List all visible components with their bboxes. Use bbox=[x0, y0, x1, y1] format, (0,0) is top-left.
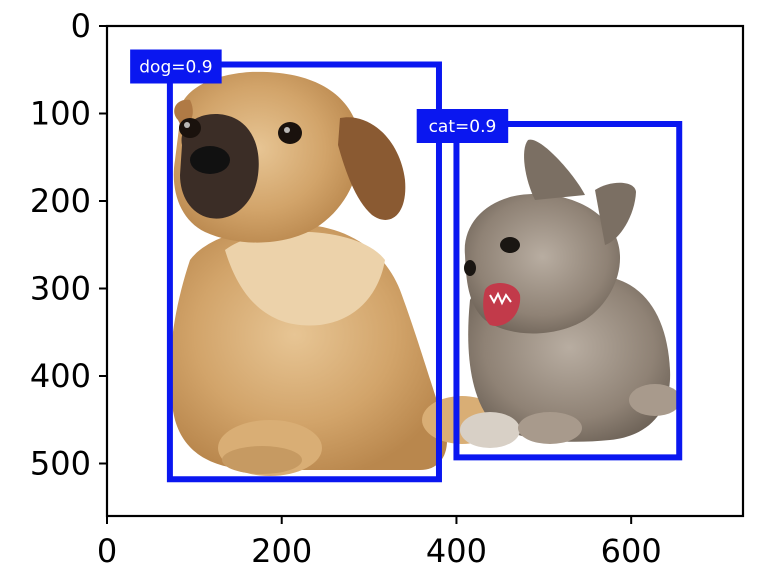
cat-box-label: cat=0.9 bbox=[429, 117, 497, 137]
cat-box bbox=[453, 121, 683, 461]
y-tick-label: 500 bbox=[30, 445, 91, 483]
y-tick-label: 300 bbox=[30, 270, 91, 308]
y-tick-label: 200 bbox=[30, 182, 91, 220]
axis-ticks: 0 200 400 600 0 100 200 300 400 500 bbox=[30, 7, 662, 570]
photo bbox=[107, 26, 743, 516]
cat-box-label-background bbox=[416, 109, 509, 143]
dog-box-label-background bbox=[130, 49, 222, 84]
y-tick-label: 100 bbox=[30, 95, 91, 133]
plot-frame bbox=[105, 24, 745, 518]
dog-box bbox=[166, 61, 442, 483]
y-tick-label: 0 bbox=[71, 7, 91, 45]
cat-illustration bbox=[460, 139, 681, 448]
dog-box-label: dog=0.9 bbox=[139, 58, 212, 78]
x-tick-label: 200 bbox=[251, 532, 312, 570]
x-tick-label: 600 bbox=[601, 532, 662, 570]
x-tick-label: 400 bbox=[426, 532, 487, 570]
detection-boxes: dog=0.9 cat=0.9 bbox=[130, 49, 683, 483]
y-tick-label: 400 bbox=[30, 357, 91, 395]
x-tick-label: 0 bbox=[97, 532, 117, 570]
